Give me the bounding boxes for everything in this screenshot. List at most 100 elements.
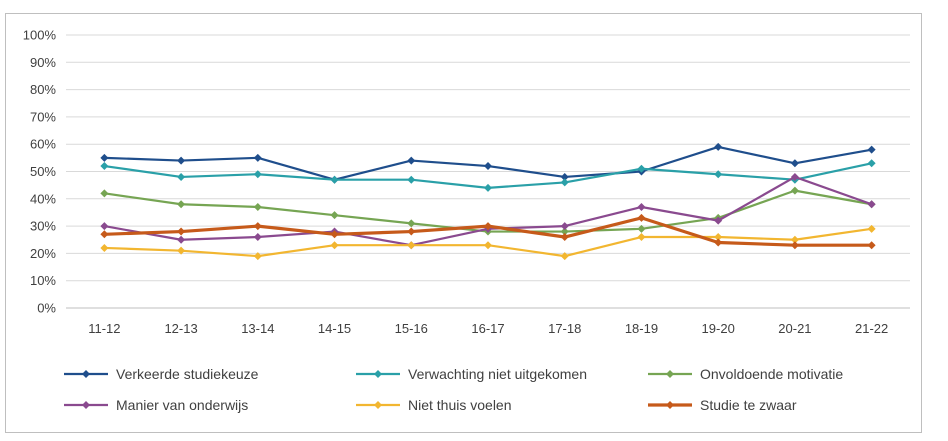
data-point xyxy=(253,222,262,231)
data-point xyxy=(253,202,262,211)
data-point xyxy=(100,153,109,162)
series-verwachting-niet-uitgekomen xyxy=(100,159,876,192)
data-point xyxy=(407,227,416,236)
data-point xyxy=(374,370,382,378)
data-point xyxy=(177,200,186,209)
gridlines xyxy=(66,34,910,309)
data-point xyxy=(560,172,569,181)
data-point xyxy=(374,401,382,409)
data-point xyxy=(714,238,723,247)
data-point xyxy=(253,233,262,242)
legend-label: Verwachting niet uitgekomen xyxy=(408,366,587,382)
data-point xyxy=(637,164,646,173)
legend-item: Verwachting niet uitgekomen xyxy=(356,366,587,382)
series-studie-te-zwaar xyxy=(100,213,876,250)
data-point xyxy=(637,213,646,222)
data-point xyxy=(560,252,569,261)
y-tick-label: 0% xyxy=(37,301,56,316)
y-tick-label: 70% xyxy=(30,109,56,124)
data-point xyxy=(560,222,569,231)
data-point xyxy=(790,172,799,181)
legend-item: Studie te zwaar xyxy=(648,397,797,413)
data-point xyxy=(714,170,723,179)
data-point xyxy=(82,401,90,409)
data-point xyxy=(177,246,186,255)
data-point xyxy=(637,224,646,233)
data-point xyxy=(100,243,109,252)
legend-label: Onvoldoende motivatie xyxy=(700,366,843,382)
data-point xyxy=(714,233,723,242)
data-point xyxy=(484,241,492,250)
y-tick-label: 50% xyxy=(30,164,56,179)
y-tick-label: 90% xyxy=(30,55,56,70)
data-point xyxy=(867,159,876,168)
data-point xyxy=(484,162,492,171)
x-tick-label: 21-22 xyxy=(855,321,888,336)
legend-label: Studie te zwaar xyxy=(700,397,797,413)
data-point xyxy=(560,227,569,236)
data-point xyxy=(714,216,723,225)
data-point xyxy=(253,170,262,179)
legend: Verkeerde studiekeuze Verwachting niet ui… xyxy=(64,366,843,413)
legend-label: Verkeerde studiekeuze xyxy=(116,366,259,382)
data-point xyxy=(714,142,723,151)
legend-item: Verkeerde studiekeuze xyxy=(64,366,259,382)
y-axis: 0% 10% 20% 30% 40% 50% 60% 70% 80% 90% 100% xyxy=(23,28,57,316)
chart-frame xyxy=(5,13,922,433)
series-niet-thuis-voelen xyxy=(100,224,876,261)
data-point xyxy=(560,178,569,187)
data-point xyxy=(407,156,416,165)
data-point xyxy=(790,241,799,250)
data-point xyxy=(484,222,492,231)
series-lines xyxy=(100,142,876,261)
legend-label: Niet thuis voelen xyxy=(408,397,512,413)
y-tick-label: 20% xyxy=(30,246,56,261)
data-point xyxy=(253,252,262,261)
data-point xyxy=(637,233,646,242)
x-tick-label: 16-17 xyxy=(471,321,504,336)
y-tick-label: 60% xyxy=(30,137,56,152)
y-tick-label: 30% xyxy=(30,219,56,234)
x-tick-label: 20-21 xyxy=(778,321,811,336)
x-tick-label: 19-20 xyxy=(702,321,735,336)
data-point xyxy=(867,224,876,233)
data-point xyxy=(867,241,876,250)
x-tick-label: 12-13 xyxy=(164,321,197,336)
x-tick-label: 15-16 xyxy=(395,321,428,336)
x-tick-label: 11-12 xyxy=(88,321,120,336)
x-axis: 11-12 12-13 13-14 14-15 15-16 16-17 17-18 18-19… xyxy=(88,321,888,336)
data-point xyxy=(407,219,416,228)
legend-item: Onvoldoende motivatie xyxy=(648,366,843,382)
data-point xyxy=(790,159,799,168)
x-tick-label: 14-15 xyxy=(318,321,351,336)
data-point xyxy=(82,370,90,378)
y-tick-label: 100% xyxy=(23,28,57,43)
data-point xyxy=(560,233,569,242)
data-point xyxy=(666,370,674,378)
data-point xyxy=(637,202,646,211)
data-point xyxy=(177,172,186,181)
legend-item: Niet thuis voelen xyxy=(356,397,512,413)
x-tick-label: 18-19 xyxy=(625,321,658,336)
data-point xyxy=(666,401,674,409)
data-point xyxy=(330,175,339,184)
data-point xyxy=(330,230,339,239)
data-point xyxy=(867,145,876,154)
data-point xyxy=(330,241,339,250)
data-point xyxy=(253,153,262,162)
x-tick-label: 13-14 xyxy=(241,321,274,336)
y-tick-label: 80% xyxy=(30,82,56,97)
data-point xyxy=(407,175,416,184)
y-tick-label: 10% xyxy=(30,273,56,288)
x-tick-label: 17-18 xyxy=(548,321,581,336)
data-point xyxy=(100,189,109,198)
data-point xyxy=(790,186,799,195)
data-point xyxy=(100,162,109,171)
data-point xyxy=(100,230,109,239)
data-point xyxy=(177,227,186,236)
y-tick-label: 40% xyxy=(30,191,56,206)
data-point xyxy=(867,200,876,209)
data-point xyxy=(484,183,492,192)
legend-item: Manier van onderwijs xyxy=(64,397,248,413)
